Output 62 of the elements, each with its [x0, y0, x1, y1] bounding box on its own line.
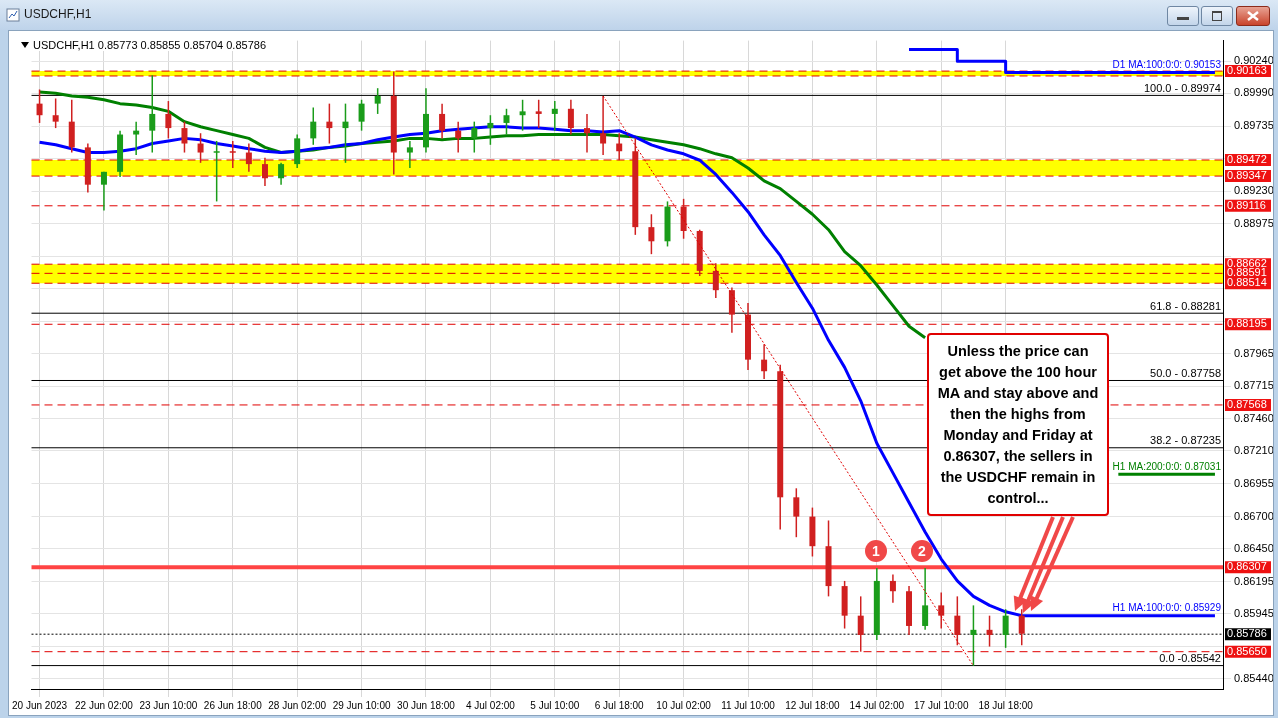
y-tick-label: 0.86700: [1234, 509, 1274, 522]
x-tick-label: 12 Jul 18:00: [785, 699, 841, 711]
annotation: Unless the price can get above the 100 hour MA and stay above and then the highs from Monday and Friday at 0.86307, the sellers in the USDCHF remain in control...: [927, 333, 1109, 516]
x-tick-label: 18 Jul 18:00: [978, 699, 1034, 711]
x-tick-label: 4 Jul 02:00: [465, 699, 516, 711]
ref-line-label: 0.89116: [1227, 198, 1266, 211]
y-tick-label: 0.90240: [1234, 54, 1274, 67]
x-tick-label: 17 Jul 10:00: [913, 699, 969, 711]
y-tick-label: 0.87210: [1234, 444, 1274, 457]
x-tick-label: 29 Jun 10:00: [332, 699, 391, 711]
y-tick-label: 0.89990: [1234, 86, 1274, 99]
y-tick-label: 0.87965: [1234, 346, 1274, 359]
annotation: 0.0 -0.85542: [1159, 652, 1221, 665]
candlestick: [551, 101, 558, 131]
y-tick-label: 0.88975: [1234, 216, 1274, 229]
x-tick-label: 30 Jun 18:00: [397, 699, 456, 711]
y-tick-label: 0.89230: [1234, 184, 1274, 197]
ref-line-label: 0.89347: [1227, 169, 1267, 182]
ref-line-label: 0.89472: [1227, 153, 1267, 166]
annotation: 38.2 - 0.87235: [1150, 434, 1221, 447]
annotation: 61.8 - 0.88281: [1150, 299, 1221, 312]
annotation: 50.0 - 0.87758: [1150, 367, 1221, 380]
x-tick-label: 14 Jul 02:00: [849, 699, 905, 711]
y-tick-label: 0.86955: [1234, 476, 1274, 489]
y-tick-label: 0.87460: [1234, 411, 1274, 424]
ref-line-label: 0.85786: [1227, 627, 1267, 640]
annotation: 100.0 - 0.89974: [1143, 81, 1221, 94]
x-tick-label: 6 Jul 18:00: [594, 699, 645, 711]
candlestick: [229, 140, 236, 168]
x-tick-label: 28 Jun 02:00: [268, 699, 327, 711]
y-tick-label: 0.89735: [1234, 119, 1274, 132]
candlestick: [406, 140, 413, 168]
annotation: 2: [911, 540, 933, 562]
candlestick: [616, 133, 623, 161]
x-tick-label: 22 Jun 02:00: [75, 699, 134, 711]
ref-line-label: 0.86307: [1227, 560, 1267, 573]
chart-title: USDCHF,H1: [24, 7, 92, 21]
candlestick: [600, 95, 607, 156]
x-tick-label: 11 Jul 10:00: [721, 699, 776, 711]
y-tick-label: 0.86450: [1234, 541, 1274, 554]
ref-line-label: 0.88195: [1227, 317, 1267, 330]
y-tick-label: 0.86195: [1234, 574, 1274, 587]
x-tick-label: 10 Jul 02:00: [656, 699, 712, 711]
ref-line-label: 0.88514: [1227, 276, 1267, 289]
y-tick-label: 0.87715: [1234, 379, 1274, 392]
candlestick: [133, 121, 140, 156]
y-tick-label: 0.85440: [1234, 671, 1274, 684]
x-tick-label: 23 Jun 10:00: [139, 699, 198, 711]
ref-line-label: 0.85650: [1227, 644, 1267, 657]
series-label: H1 MA:200:0:0: 0.87031: [1112, 460, 1222, 472]
x-tick-label: 5 Jul 10:00: [530, 699, 580, 711]
ref-line-label: 0.90163: [1227, 64, 1267, 77]
chart-subtitle: USDCHF,H1 0.85773 0.85855 0.85704 0.85786: [33, 39, 267, 51]
candlestick: [584, 113, 590, 153]
x-tick-label: 20 Jun 2023: [12, 699, 68, 711]
annotation: 1: [865, 540, 887, 562]
candlestick: [455, 121, 462, 153]
x-tick-label: 26 Jun 18:00: [203, 699, 263, 711]
series-label: H1 MA:100:0:0: 0.85929: [1112, 602, 1222, 614]
y-tick-label: 0.85945: [1234, 606, 1274, 619]
series-label: D1 MA:100:0:0: 0.90153: [1112, 59, 1222, 71]
ref-line-label: 0.87568: [1227, 397, 1267, 410]
